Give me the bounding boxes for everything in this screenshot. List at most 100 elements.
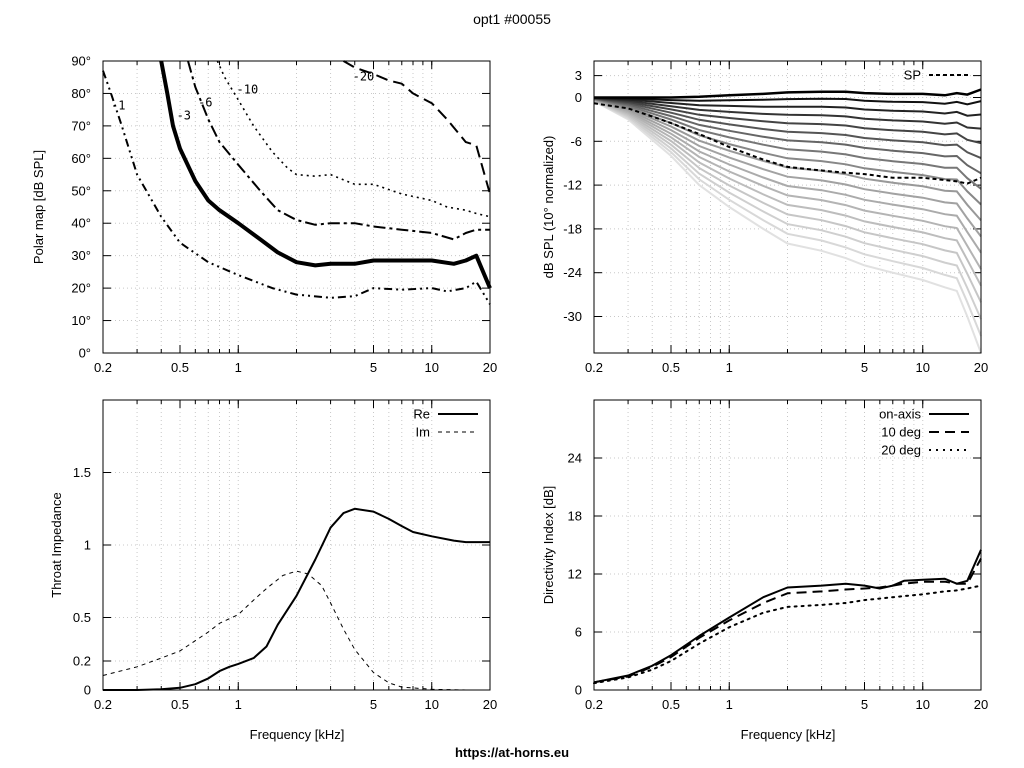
di-y-tick-label: 12 xyxy=(568,567,582,582)
spl-panel: dB SPL (10° normalized) 0.2 0.5 1 5 10 2030-6… xyxy=(541,60,988,375)
spl-y-tick-label: -30 xyxy=(563,309,582,324)
impedance-y-tick-label: 0 xyxy=(84,683,91,698)
spl-angle-curve xyxy=(593,97,982,190)
spl-sp-curve xyxy=(593,102,982,185)
spl-angle-curve xyxy=(593,99,982,287)
polar-contour-m20 xyxy=(342,60,491,195)
spl-x-tick-label: 0.2 xyxy=(585,360,603,375)
polar-y-tick-label: 0° xyxy=(79,346,91,361)
polar-contour-label: -20 xyxy=(353,69,375,83)
polar-y-tick-label: 70° xyxy=(71,118,91,133)
di-x-tick-label: 0.5 xyxy=(662,697,680,712)
spl-y-tick-label: -24 xyxy=(563,265,582,280)
polar-contour-m3 xyxy=(159,60,492,289)
spl-y-axis-label: dB SPL (10° normalized) xyxy=(541,136,556,279)
impedance-y-tick-label: 0.5 xyxy=(73,610,91,625)
di-y-tick-label: 6 xyxy=(575,625,582,640)
impedance-y-axis-label: Throat Impedance xyxy=(49,492,64,598)
figure-title: opt1 #00055 xyxy=(473,11,551,27)
spl-angle-curve xyxy=(593,96,982,117)
di-series-on-axis xyxy=(593,549,982,684)
di-y-tick-label: 24 xyxy=(568,451,582,466)
polar-x-tick-label: 0.2 xyxy=(94,360,112,375)
impedance-y-tick-label: 1 xyxy=(84,538,91,553)
impedance-x-axis-label: Frequency [kHz] xyxy=(250,727,345,742)
di-x-axis-label: Frequency [kHz] xyxy=(741,727,836,742)
di-x-tick-label: 10 xyxy=(916,697,930,712)
polar-y-tick-label: 60° xyxy=(71,151,91,166)
spl-angle-curve xyxy=(593,100,982,337)
polar-contour-label: -3 xyxy=(177,108,191,122)
impedance-legend-label: Re xyxy=(413,407,430,422)
di-x-tick-label: 0.2 xyxy=(585,697,603,712)
impedance-x-tick-label: 5 xyxy=(370,697,377,712)
impedance-y-tick-label: 0.2 xyxy=(73,654,91,669)
di-legend-label: 20 deg xyxy=(881,443,921,458)
spl-angle-curve xyxy=(593,97,982,130)
spl-angle-curve xyxy=(594,88,982,99)
di-series-20-deg xyxy=(593,584,982,685)
impedance-x-tick-label: 10 xyxy=(425,697,439,712)
spl-angle-curve xyxy=(593,97,982,175)
spl-y-tick-label: 3 xyxy=(575,68,582,83)
polar-y-tick-label: 20° xyxy=(71,281,91,296)
polar-contour-label: -6 xyxy=(198,95,212,109)
polar-y-axis-label: Polar map [dB SPL] xyxy=(31,150,46,264)
di-panel: Directivity Index [dB] Frequency [kHz] 0… xyxy=(541,399,988,742)
di-legend-label: 10 deg xyxy=(881,425,921,440)
spl-angle-curve xyxy=(593,98,982,238)
di-legend-label: on-axis xyxy=(879,407,921,422)
spl-angle-curve xyxy=(593,96,982,106)
polar-contour-label: -1 xyxy=(111,99,125,113)
impedance-panel: Throat Impedance Frequency [kHz] 0.2 0.5 1… xyxy=(49,399,497,742)
spl-angle-curve xyxy=(593,100,982,354)
polar-contour-label: -10 xyxy=(237,82,259,96)
spl-angle-curve xyxy=(593,98,982,222)
di-series-10-deg xyxy=(593,558,982,684)
spl-y-tick-label: -18 xyxy=(563,221,582,236)
polar-contour-m10 xyxy=(216,60,491,218)
impedance-y-tick-label: 1.5 xyxy=(73,465,91,480)
impedance-series-Im xyxy=(102,570,490,691)
spl-y-tick-label: 0 xyxy=(575,90,582,105)
di-x-tick-label: 20 xyxy=(974,697,988,712)
di-y-tick-label: 0 xyxy=(575,683,582,698)
spl-x-tick-label: 20 xyxy=(974,360,988,375)
polar-x-tick-label: 0.5 xyxy=(171,360,189,375)
spl-x-tick-label: 1 xyxy=(726,360,733,375)
impedance-x-tick-label: 20 xyxy=(483,697,497,712)
spl-angle-curve xyxy=(593,99,982,270)
spl-plot-frame xyxy=(593,60,982,354)
impedance-x-tick-label: 1 xyxy=(235,697,242,712)
polar-x-tick-label: 5 xyxy=(370,360,377,375)
polar-y-tick-label: 80° xyxy=(71,86,91,101)
impedance-x-tick-label: 0.2 xyxy=(94,697,112,712)
spl-angle-curve xyxy=(593,98,982,254)
di-x-tick-label: 5 xyxy=(861,697,868,712)
spl-legend-label: SP xyxy=(904,68,921,83)
spl-x-tick-label: 5 xyxy=(861,360,868,375)
polar-y-tick-label: 30° xyxy=(71,248,91,263)
spl-angle-curve xyxy=(593,99,982,303)
spl-x-tick-label: 10 xyxy=(916,360,930,375)
spl-angle-curve xyxy=(593,99,982,320)
footer-url: https://at-horns.eu xyxy=(455,745,569,760)
impedance-x-tick-label: 0.5 xyxy=(171,697,189,712)
polar-panel: Polar map [dB SPL] 0.2 0.5 1 5 10 20 0° 10° 20° 3… xyxy=(31,54,497,376)
polar-contour-m6 xyxy=(187,60,490,241)
spl-y-tick-label: -12 xyxy=(563,178,582,193)
polar-x-tick-label: 1 xyxy=(235,360,242,375)
polar-y-tick-label: 10° xyxy=(71,313,91,328)
spl-x-tick-label: 0.5 xyxy=(662,360,680,375)
spl-angle-curve xyxy=(593,97,982,145)
spl-angle-curve xyxy=(593,98,982,206)
impedance-series-Re xyxy=(103,507,490,691)
polar-x-tick-label: 20 xyxy=(483,360,497,375)
di-y-axis-label: Directivity Index [dB] xyxy=(541,486,556,605)
di-plot-frame xyxy=(593,399,982,691)
polar-x-tick-label: 10 xyxy=(425,360,439,375)
polar-y-tick-label: 90° xyxy=(71,54,91,69)
di-x-tick-label: 1 xyxy=(726,697,733,712)
polar-y-tick-label: 50° xyxy=(71,183,91,198)
